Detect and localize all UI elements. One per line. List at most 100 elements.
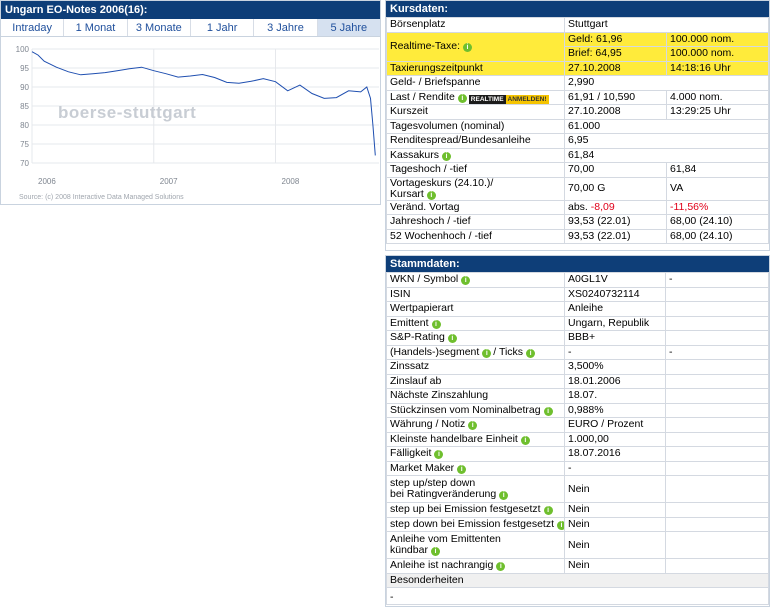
row-value-2 xyxy=(665,446,769,462)
info-icon[interactable]: i xyxy=(520,435,530,445)
row-value-2 xyxy=(665,460,769,476)
row-label-cell: Zinssatz xyxy=(386,359,565,375)
table-row: Stückzinsen vom Nominalbetrag i 0,988% xyxy=(386,402,769,418)
taxierung-date: 27.10.2008 xyxy=(564,60,667,76)
row-label: Renditespread/Bundesanleihe xyxy=(386,133,565,149)
table-row: Fälligkeit i 18.07.2016 xyxy=(386,446,769,462)
tab-3-monate[interactable]: 3 Monate xyxy=(127,19,191,36)
y-tick-label: 75 xyxy=(20,140,29,149)
row-label: Wertpapierart xyxy=(390,302,454,315)
tab-intraday[interactable]: Intraday xyxy=(1,19,65,36)
row-label: Anleihe ist nachrangig xyxy=(390,559,494,572)
info-icon[interactable]: i xyxy=(426,190,436,199)
y-tick-label: 90 xyxy=(20,83,29,92)
table-row: ISIN XS0240732114 xyxy=(386,286,769,302)
row-label: bei Ratingveränderung xyxy=(390,488,497,500)
row-label-cell: Zinslauf ab xyxy=(386,373,565,389)
row-label: Taxierungszeitpunkt xyxy=(386,60,565,76)
info-icon[interactable]: i xyxy=(457,464,467,474)
table-row: step down bei Emission festgesetzt i Nein xyxy=(386,516,769,532)
row-label-cell: ISIN xyxy=(386,286,565,302)
info-icon[interactable]: i xyxy=(434,450,444,460)
info-icon[interactable]: i xyxy=(430,547,440,556)
y-tick-label: 80 xyxy=(20,121,29,130)
table-row: (Handels-)segment i / Ticks i - - xyxy=(386,344,769,360)
last-rendite-value: 61,91 / 10,590 xyxy=(564,89,667,105)
info-icon[interactable]: i xyxy=(463,43,473,52)
tab-1-monat[interactable]: 1 Monat xyxy=(64,19,128,36)
chart-grid xyxy=(31,48,379,164)
info-icon[interactable]: i xyxy=(431,319,441,329)
table-row: Last / Rendite i REALTIME ANMELDEN! 61,91 /… xyxy=(386,89,769,105)
row-label: Zinssatz xyxy=(390,360,430,373)
veraend-abs-text: abs. -8,09 xyxy=(568,200,615,213)
table-row: Realtime-Taxe: i Geld: 61,96 100.000 nom. xyxy=(386,31,769,62)
kursart-value: VA xyxy=(666,176,769,201)
table-row: Renditespread/Bundesanleihe 6,95 xyxy=(386,133,769,149)
row-label-cell: Wertpapierart xyxy=(386,301,565,317)
info-icon[interactable]: i xyxy=(496,562,506,572)
tab-1-jahr[interactable]: 1 Jahr xyxy=(190,19,255,36)
row-value: 18.01.2006 xyxy=(564,373,666,389)
table-row: Market Maker i - xyxy=(386,460,769,476)
info-icon[interactable]: i xyxy=(461,276,471,286)
tab-3-jahre[interactable]: 3 Jahre xyxy=(254,19,318,36)
brief-value: Brief: 64,95 xyxy=(564,46,667,62)
y-axis-ticks: 100 95 90 85 80 75 70 xyxy=(16,45,30,168)
row-label-cell: Emittent i xyxy=(386,315,565,331)
info-icon[interactable]: i xyxy=(482,348,492,358)
table-row: Besonderheiten xyxy=(386,572,769,588)
range-tabs: Intraday 1 Monat 3 Monate 1 Jahr 3 Jahre… xyxy=(1,19,380,37)
geld-value: Geld: 61,96 xyxy=(564,31,667,47)
x-tick-label: 2008 xyxy=(282,177,300,186)
row-value-2 xyxy=(665,373,769,389)
row-label: / Ticks xyxy=(493,345,524,358)
row-label-cell: WKN / Symbol i xyxy=(386,272,565,288)
row-value: Nein xyxy=(564,558,666,574)
row-value: Nein xyxy=(564,475,666,503)
row-label-cell: Fälligkeit i xyxy=(386,446,565,462)
row-label: S&P-Rating xyxy=(390,331,445,344)
anmelden-text: ANMELDEN! xyxy=(505,94,549,104)
row-value-2 xyxy=(665,502,769,518)
row-label-cell: Stückzinsen vom Nominalbetrag i xyxy=(386,402,565,418)
row-value-2 xyxy=(665,475,769,503)
kursdaten-table: Börsenplatz Stuttgart Realtime-Taxe: i Ge… xyxy=(386,17,769,244)
row-label-cell: step down bei Emission festgesetzt i xyxy=(386,516,565,532)
info-icon[interactable]: i xyxy=(543,406,553,416)
info-icon[interactable]: i xyxy=(543,506,553,516)
row-label: Börsenplatz xyxy=(386,17,565,33)
y-tick-label: 70 xyxy=(20,159,29,168)
tagesvolumen-value: 61.000 xyxy=(564,118,769,134)
realtime-badge[interactable]: REALTIME ANMELDEN! xyxy=(468,94,549,104)
row-label: 52 Wochenhoch / -tief xyxy=(386,228,565,244)
info-icon[interactable]: i xyxy=(557,520,564,530)
last-rendite-label: Last / Rendite i REALTIME ANMELDEN! xyxy=(386,89,565,105)
row-value: XS0240732114 xyxy=(564,286,666,302)
info-icon[interactable]: i xyxy=(468,421,478,431)
x-axis-ticks: 2006 2007 2008 xyxy=(38,177,300,186)
info-icon[interactable]: i xyxy=(447,334,457,344)
info-icon[interactable]: i xyxy=(457,93,467,103)
row-label: Geld- / Briefspanne xyxy=(386,75,565,91)
info-icon[interactable]: i xyxy=(499,491,509,500)
info-icon[interactable]: i xyxy=(442,151,452,161)
info-icon[interactable]: i xyxy=(526,348,536,358)
row-value: Nein xyxy=(564,531,666,559)
row-value-2 xyxy=(665,431,769,447)
table-row: step up bei Emission festgesetzt i Nein xyxy=(386,502,769,518)
y-tick-label: 85 xyxy=(20,102,29,111)
row-label-cell: Nächste Zinszahlung xyxy=(386,388,565,404)
row-label-cell: step up/step down bei Ratingveränderung i xyxy=(386,475,565,503)
row-value: 0,988% xyxy=(564,402,666,418)
row-label: ISIN xyxy=(390,287,411,300)
row-label-cell: (Handels-)segment i / Ticks i xyxy=(386,344,565,360)
renditespread-value: 6,95 xyxy=(564,133,769,149)
row-value-2 xyxy=(665,315,769,331)
row-label: Veränd. Vortag xyxy=(386,199,565,215)
row-label: Tagesvolumen (nominal) xyxy=(386,118,565,134)
row-label-cell: Anleihe ist nachrangig i xyxy=(386,558,565,574)
row-label: Emittent xyxy=(390,316,429,329)
tab-5-jahre[interactable]: 5 Jahre xyxy=(317,19,380,36)
row-label: Kassakurs xyxy=(390,148,440,161)
